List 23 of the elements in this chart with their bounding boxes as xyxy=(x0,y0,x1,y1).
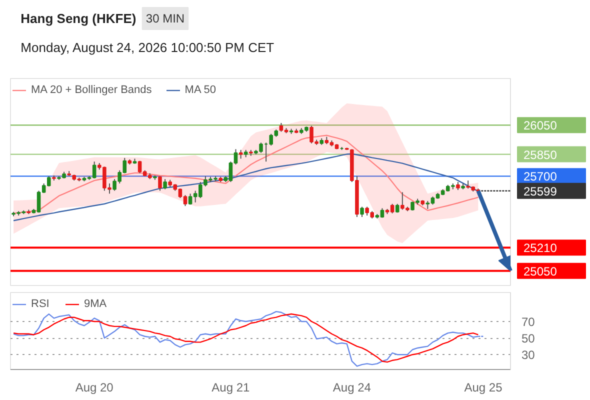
ref-line-label: 25850 xyxy=(524,148,558,162)
ref-line-label: 25599 xyxy=(524,184,558,198)
ref-line-label: 26050 xyxy=(524,118,558,133)
x-tick-label: Aug 21 xyxy=(212,380,250,394)
x-tick-label: Aug 20 xyxy=(75,380,114,394)
ref-line-label: 25050 xyxy=(524,264,558,278)
chart-title: Hang Seng (HKFE) xyxy=(20,11,136,26)
ref-line-label: 25700 xyxy=(524,170,558,184)
y-tick-label: 70 xyxy=(522,314,536,329)
candlestick xyxy=(158,176,162,192)
x-tick-label: Aug 24 xyxy=(332,380,372,394)
candlestick xyxy=(163,178,167,190)
legend-label: MA 50 xyxy=(184,84,216,96)
ref-line-label: 25210 xyxy=(524,241,558,256)
legend-label: 9MA xyxy=(84,298,107,310)
y-tick-label: 50 xyxy=(522,332,536,346)
x-tick-label: Aug 25 xyxy=(464,380,503,394)
candlestick xyxy=(360,206,364,218)
chart-subtitle: Monday, August 24, 2026 10:00:50 PM CET xyxy=(20,40,274,55)
legend-label: MA 20 + Bollinger Bands xyxy=(31,84,152,96)
text: 30 MIN xyxy=(146,12,185,26)
legend-label: RSI xyxy=(31,298,50,310)
y-tick-label: 30 xyxy=(522,348,536,362)
